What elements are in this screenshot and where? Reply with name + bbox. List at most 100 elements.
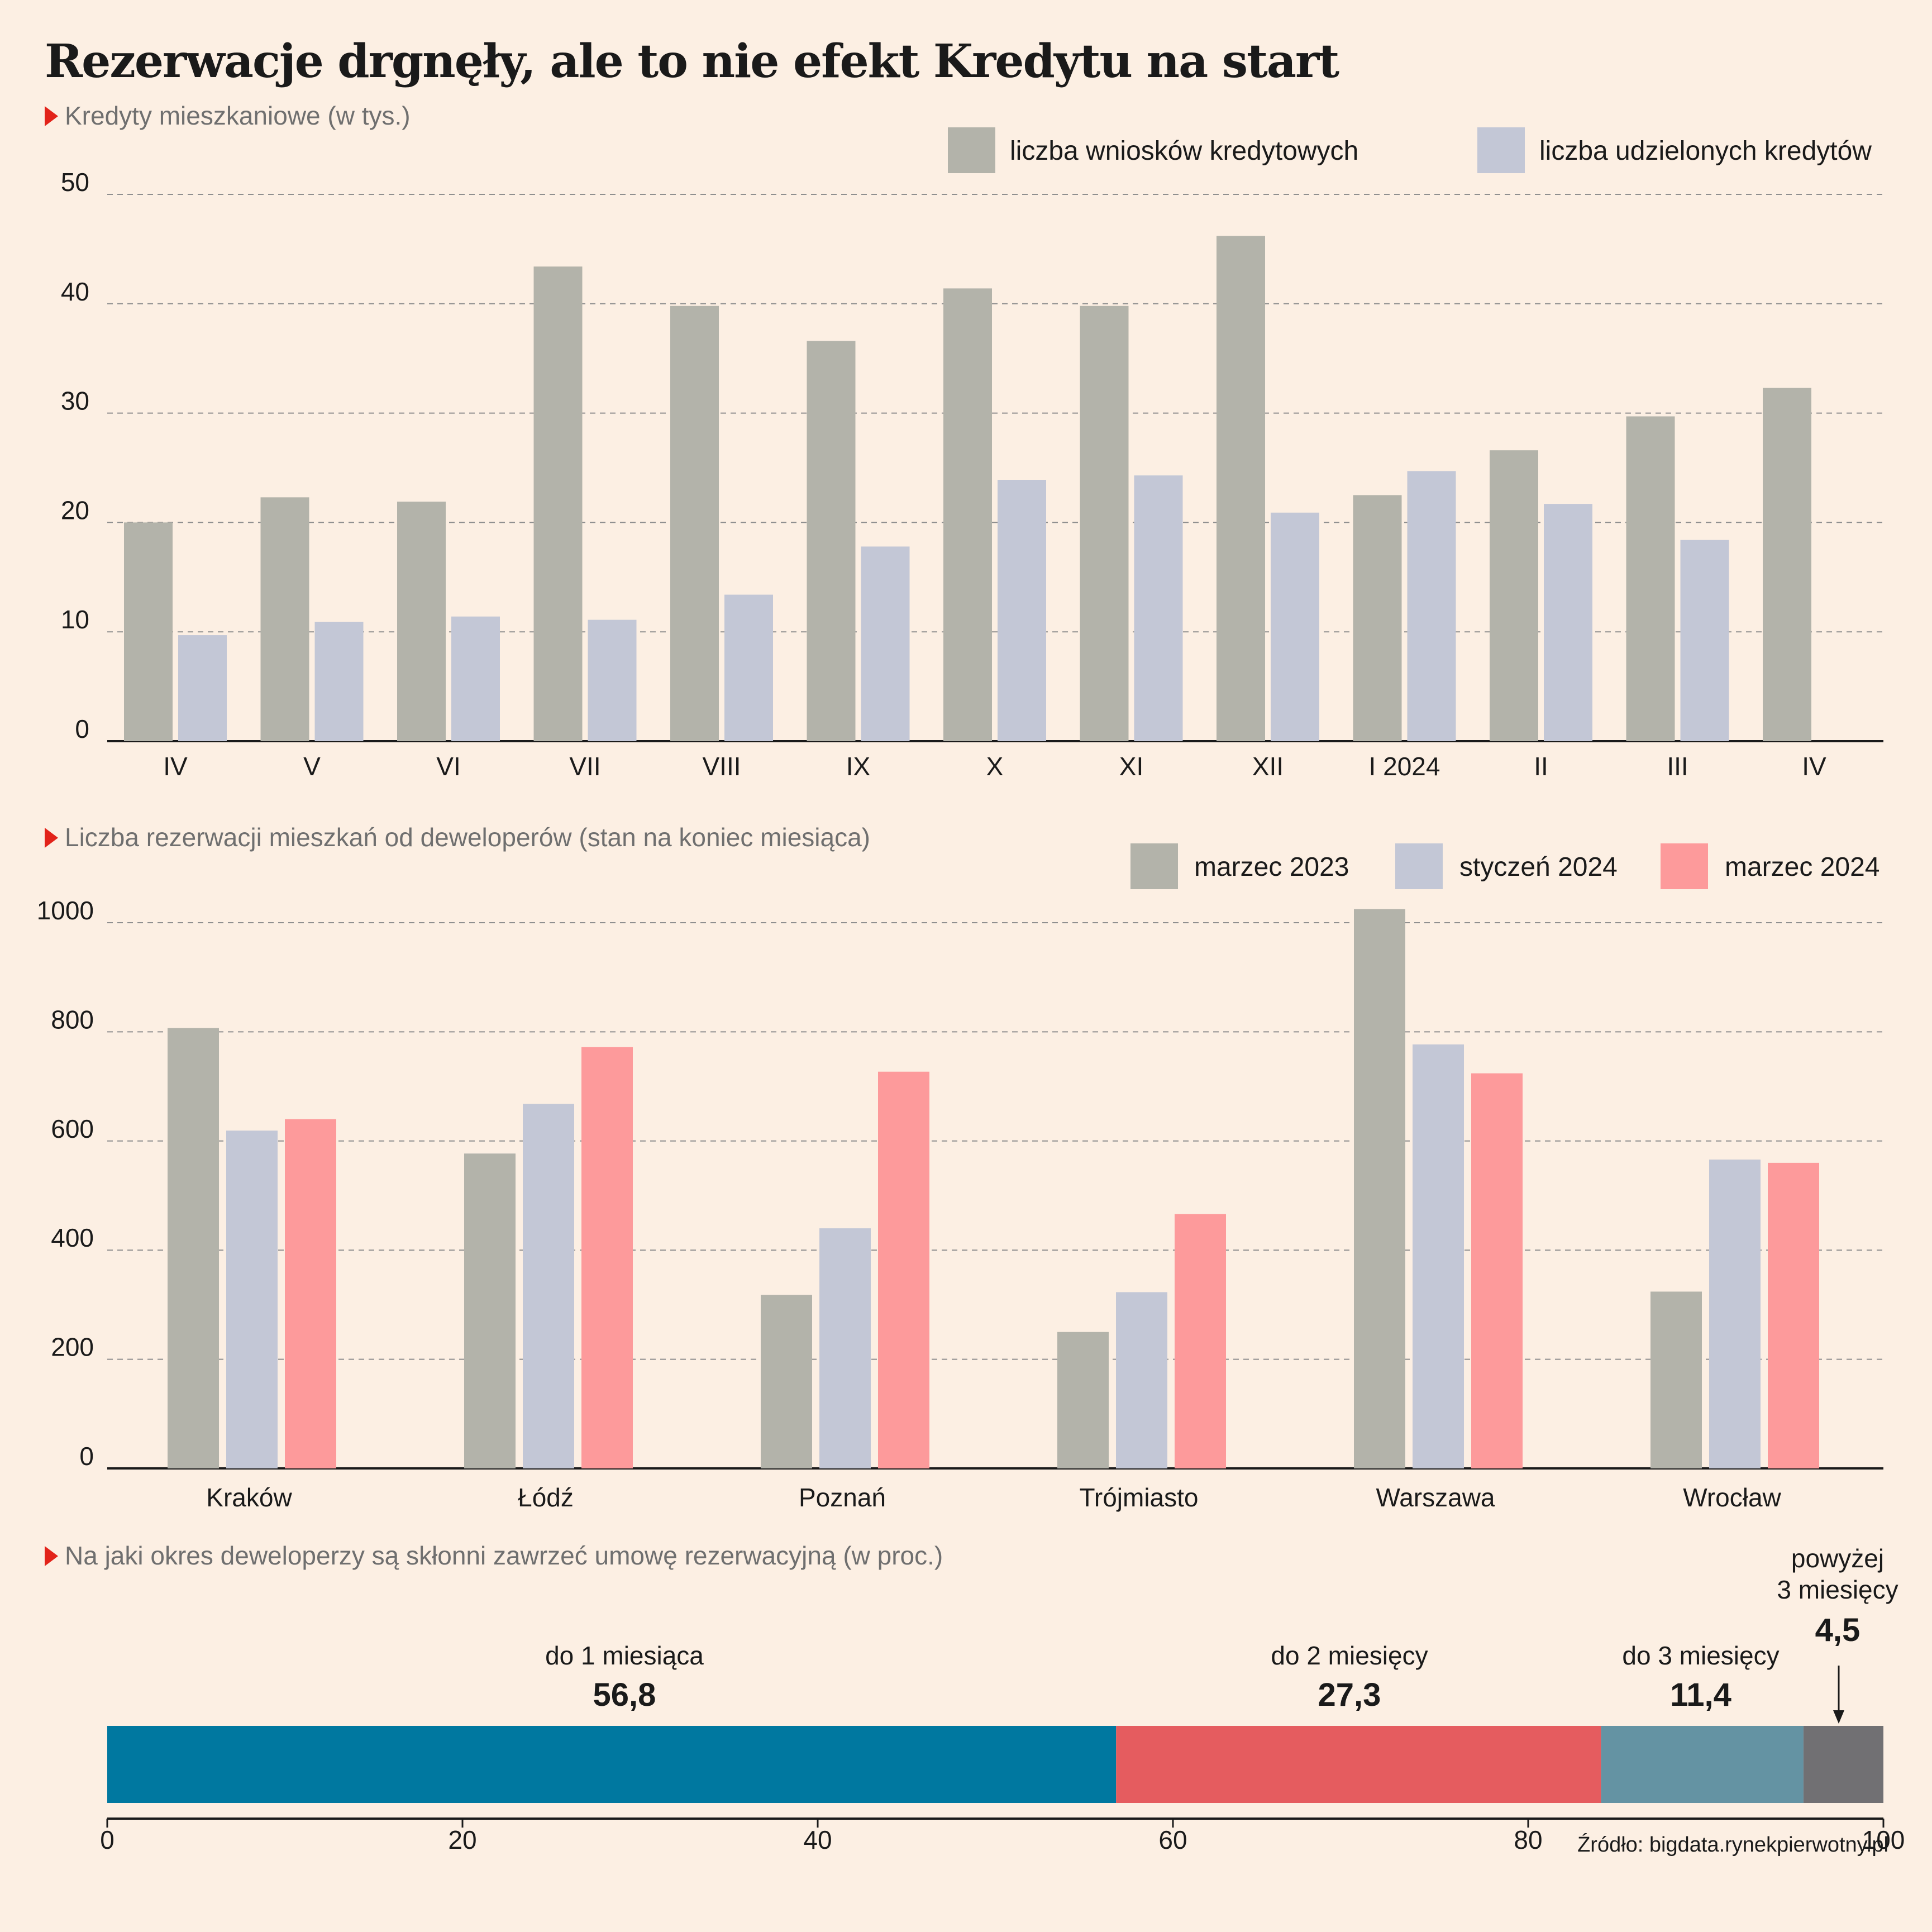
chart2-subtitle: Liczba rezerwacji mieszkań od deweloperó… [45, 822, 870, 852]
x-tick-label: V [303, 752, 321, 781]
segment-value: 11,4 [1670, 1677, 1731, 1713]
bar-applications [943, 288, 992, 741]
bar-applications [1626, 416, 1675, 741]
x-tick-label: VI [436, 752, 460, 781]
x-tick-label: IV [163, 752, 188, 781]
segment-value: 27,3 [1318, 1677, 1381, 1713]
x-tick-label: I 2024 [1369, 752, 1440, 781]
chart1-title: Kredyty mieszkaniowe (w tys.) [65, 101, 411, 130]
y-tick-label: 600 [51, 1114, 94, 1143]
bar-granted [724, 594, 773, 741]
bar-march-2023 [464, 1153, 516, 1468]
bar-january-2024 [523, 1104, 574, 1468]
segment-label: powyżej [1791, 1544, 1884, 1573]
segment-label: 3 miesięcy [1777, 1575, 1898, 1604]
chart3-subtitle: Na jaki okres deweloperzy są skłonni zaw… [45, 1540, 943, 1571]
bar-granted [1680, 540, 1729, 741]
bar-march-2023 [1057, 1332, 1109, 1468]
bar-applications [260, 497, 309, 741]
bar-march-2024 [285, 1119, 336, 1468]
source-note: Źródło: bigdata.rynekpierwotny.pl [1577, 1833, 1888, 1857]
bar-march-2023 [1650, 1291, 1702, 1468]
bar-january-2024 [226, 1130, 278, 1468]
stacked-segment [1116, 1726, 1601, 1803]
x-tick-label: Poznań [799, 1483, 886, 1512]
y-tick-label: 50 [61, 168, 89, 197]
bar-january-2024 [1413, 1044, 1464, 1468]
legend-label-granted: liczba udzielonych kredytów [1539, 136, 1872, 166]
bar-applications [807, 341, 856, 741]
x-tick-label: III [1667, 752, 1688, 781]
stacked-segment [107, 1726, 1117, 1803]
legend-swatch [1130, 843, 1178, 889]
bar-january-2024 [1709, 1160, 1761, 1468]
bar-january-2024 [1116, 1292, 1167, 1468]
y-tick-label: 1000 [37, 896, 94, 925]
bar-march-2024 [1471, 1073, 1523, 1468]
y-tick-label: 30 [61, 387, 89, 416]
x-tick-label: XI [1119, 752, 1143, 781]
y-tick-label: 400 [51, 1223, 94, 1252]
bar-granted [1544, 504, 1592, 741]
y-tick-label: 200 [51, 1333, 94, 1362]
legend-label: marzec 2023 [1194, 852, 1349, 882]
y-tick-label: 20 [61, 495, 89, 524]
bar-applications [124, 522, 173, 741]
bar-march-2024 [1768, 1162, 1819, 1468]
x-tick-label: II [1534, 752, 1548, 781]
x-tick-label: Kraków [206, 1483, 292, 1512]
bar-january-2024 [819, 1228, 871, 1468]
y-tick-label: 40 [61, 277, 89, 306]
x-tick-label: 20 [448, 1825, 476, 1854]
bar-march-2024 [878, 1071, 929, 1468]
bar-granted [314, 622, 364, 741]
x-tick-label: IX [846, 752, 870, 781]
bar-applications [1080, 306, 1129, 741]
bar-granted [588, 619, 637, 741]
segment-label: do 1 miesiąca [545, 1641, 704, 1670]
x-tick-label: 80 [1514, 1825, 1542, 1854]
y-tick-label: 800 [51, 1005, 94, 1034]
legend-swatch-applications [948, 127, 995, 173]
bar-applications [533, 266, 583, 741]
segment-value: 4,5 [1815, 1612, 1861, 1648]
x-tick-label: Wrocław [1683, 1483, 1781, 1512]
bar-march-2024 [581, 1047, 633, 1468]
legend-label: marzec 2024 [1725, 852, 1879, 882]
legend-label-applications: liczba wniosków kredytowych [1010, 136, 1358, 166]
triangle-bullet-icon [45, 1545, 58, 1566]
chart1-subtitle: Kredyty mieszkaniowe (w tys.) [45, 101, 411, 131]
x-tick-label: VII [569, 752, 600, 781]
bar-march-2023 [761, 1295, 812, 1468]
legend-swatch [1395, 843, 1443, 889]
bar-applications [397, 502, 446, 741]
bar-applications [1353, 495, 1402, 741]
x-tick-label: 60 [1158, 1825, 1187, 1854]
x-tick-label: 40 [803, 1825, 832, 1854]
bar-granted [1134, 475, 1183, 741]
bar-applications [1490, 450, 1538, 741]
stacked-segment [1601, 1726, 1804, 1803]
bar-march-2023 [168, 1028, 219, 1468]
x-tick-label: 100 [1862, 1825, 1905, 1854]
x-tick-label: Warszawa [1376, 1483, 1495, 1512]
bar-granted [998, 480, 1046, 741]
chart2-title: Liczba rezerwacji mieszkań od deweloperó… [65, 823, 870, 852]
bar-march-2024 [1175, 1214, 1226, 1468]
segment-value: 56,8 [593, 1677, 656, 1713]
bar-applications [1217, 236, 1265, 741]
bar-granted [1271, 512, 1319, 741]
segment-label: do 3 miesięcy [1622, 1641, 1779, 1670]
legend-swatch [1661, 843, 1708, 889]
page-title: Rezerwacje drgnęły, ale to nie efekt Kre… [45, 35, 1339, 88]
x-tick-label: Trójmiasto [1080, 1483, 1199, 1512]
pointer-arrow-head-icon [1833, 1710, 1844, 1724]
x-tick-label: 0 [100, 1825, 115, 1854]
triangle-bullet-icon [45, 106, 58, 126]
legend-swatch-granted [1477, 127, 1525, 173]
x-tick-label: IV [1802, 752, 1826, 781]
bar-applications [670, 306, 719, 741]
y-tick-label: 0 [75, 714, 89, 743]
